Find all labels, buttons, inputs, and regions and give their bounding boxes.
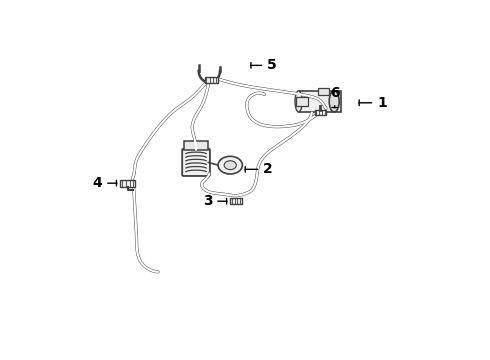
- Circle shape: [224, 161, 236, 170]
- Bar: [298, 91, 342, 112]
- Bar: [121, 180, 135, 186]
- Bar: [205, 77, 218, 83]
- Bar: [230, 198, 242, 204]
- Text: 5: 5: [251, 58, 277, 72]
- FancyBboxPatch shape: [182, 149, 210, 176]
- Text: 6: 6: [330, 86, 340, 108]
- Bar: [315, 110, 326, 115]
- Text: 3: 3: [203, 194, 227, 208]
- Ellipse shape: [329, 91, 339, 112]
- Text: 4: 4: [93, 176, 117, 190]
- Circle shape: [218, 156, 243, 174]
- Text: 1: 1: [359, 96, 387, 110]
- Ellipse shape: [295, 91, 302, 112]
- FancyBboxPatch shape: [318, 88, 329, 95]
- FancyBboxPatch shape: [184, 141, 208, 150]
- FancyBboxPatch shape: [296, 96, 308, 106]
- Text: 2: 2: [245, 162, 273, 176]
